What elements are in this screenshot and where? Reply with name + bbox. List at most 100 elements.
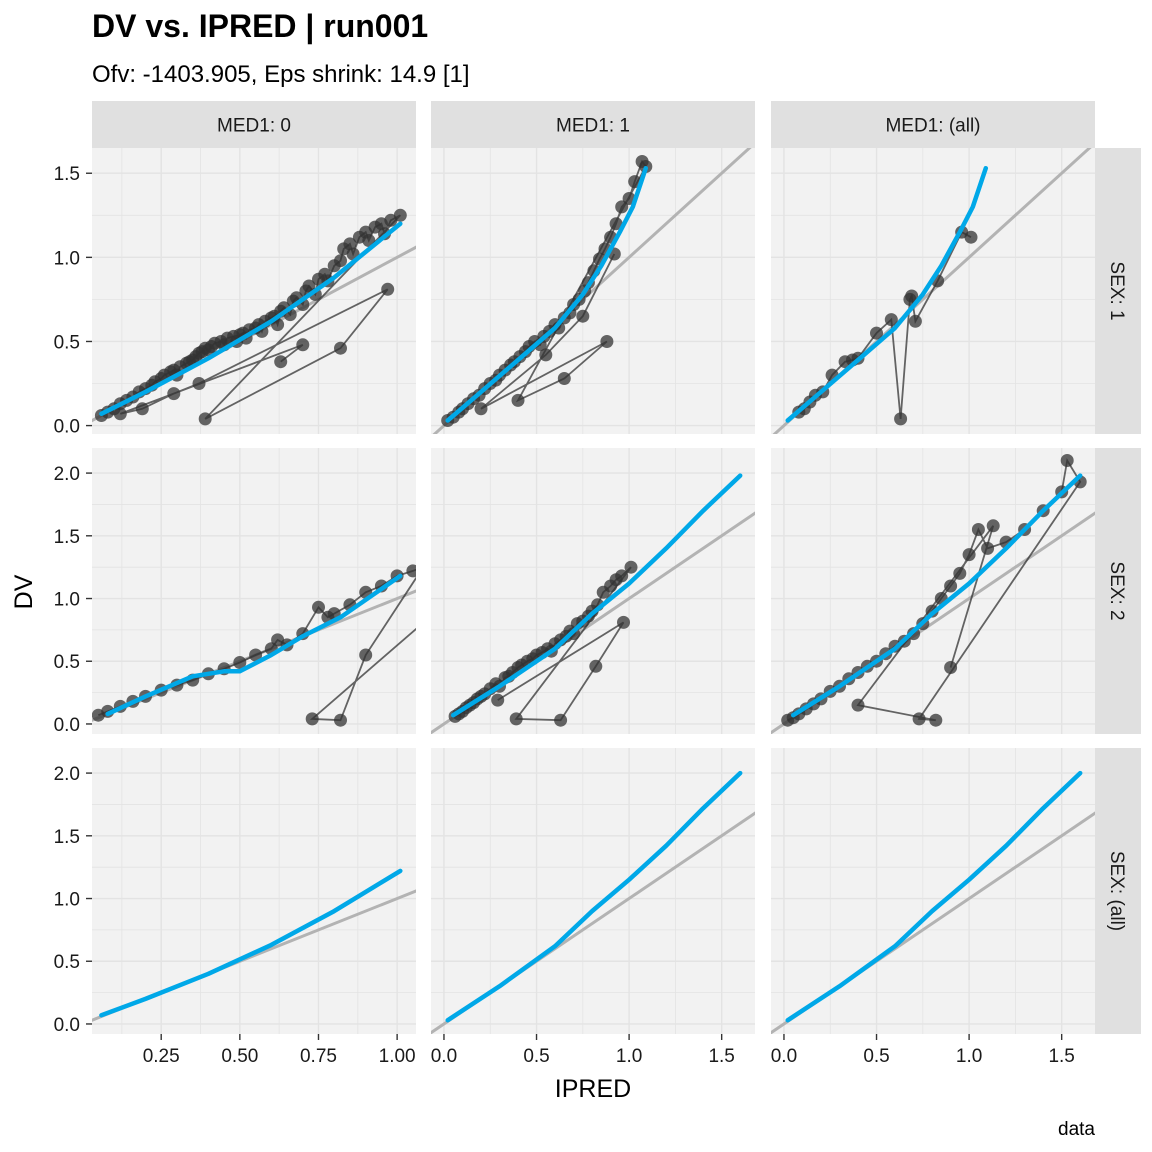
data-point [192, 377, 206, 390]
data-point [962, 548, 976, 562]
y-tick-label: 1.5 [54, 527, 80, 548]
data-point [944, 579, 958, 593]
panel-background [431, 748, 755, 1034]
column-strip-label: MED1: 0 [217, 116, 291, 137]
data-point [233, 656, 247, 669]
data-point [274, 355, 288, 369]
data-point [312, 600, 325, 614]
row-strip-label: SEX: 1 [1106, 261, 1127, 320]
y-tick-label: 1.0 [54, 590, 80, 611]
data-point [870, 326, 883, 340]
data-point [615, 569, 629, 583]
data-point [334, 341, 347, 355]
data-point [167, 387, 181, 401]
data-point [343, 237, 357, 251]
x-tick-label: 0.0 [771, 1046, 797, 1067]
data-point [905, 289, 919, 303]
y-tick-label: 0.5 [54, 652, 80, 673]
data-point [981, 541, 995, 555]
data-point [884, 313, 898, 327]
row-strip [1095, 448, 1141, 734]
smooth-line [99, 868, 403, 1018]
data-point [198, 412, 212, 426]
data-point [615, 200, 629, 214]
x-tick-label: 1.0 [956, 1046, 982, 1067]
facet-panel [92, 148, 416, 434]
y-tick-label: 0.5 [54, 952, 80, 973]
data-point [539, 348, 553, 362]
data-point [554, 713, 568, 727]
smooth-line [105, 573, 403, 717]
x-tick-label: 1.5 [708, 1046, 734, 1067]
y-tick-label: 0.0 [54, 715, 80, 736]
data-point [617, 615, 630, 629]
identity-line [431, 811, 755, 1034]
data-point [296, 338, 310, 352]
data-point [557, 372, 571, 385]
data-point [964, 230, 978, 244]
x-tick-label: 0.50 [221, 1046, 258, 1067]
y-tick-label: 1.0 [54, 248, 80, 269]
smooth-line [785, 770, 1083, 1023]
facet-panel [431, 748, 755, 1034]
y-tick-label: 2.0 [54, 764, 80, 785]
data-point [944, 661, 958, 674]
y-tick-label: 2.0 [54, 464, 80, 485]
smooth-line [445, 770, 743, 1023]
data-point [113, 407, 127, 421]
x-tick-label: 1.0 [616, 1046, 642, 1067]
smooth-line [790, 473, 1083, 718]
column-strip-label: MED1: (all) [885, 116, 980, 137]
x-axis-title: IPRED [555, 1075, 631, 1103]
data-point [334, 713, 347, 727]
chart-subtitle: Ofv: -1403.905, Eps shrink: 14.9 [1] [92, 61, 470, 88]
data-point [851, 698, 865, 712]
x-tick-label: 1.00 [379, 1046, 416, 1067]
data-point [624, 560, 638, 574]
data-point [305, 712, 319, 726]
identity-line [771, 511, 1095, 734]
y-tick-label: 1.0 [54, 890, 80, 911]
data-point [474, 402, 488, 416]
data-point [953, 566, 967, 580]
column-strip [431, 101, 755, 148]
smooth-line [450, 473, 743, 718]
data-point [894, 412, 908, 426]
row-strip-label: SEX: (all) [1106, 851, 1127, 931]
column-strip [92, 101, 416, 148]
panel-background [92, 748, 416, 1034]
y-tick-label: 0.0 [54, 417, 80, 438]
x-tick-label: 0.0 [431, 1046, 457, 1067]
facet-panel [771, 148, 1095, 434]
row-strip [1095, 748, 1141, 1034]
row-strip-label: SEX: 2 [1106, 561, 1127, 620]
data-point [600, 335, 614, 348]
data-point [359, 648, 373, 662]
x-tick-label: 0.25 [143, 1046, 180, 1067]
panel-background [771, 448, 1095, 734]
identity-line [431, 511, 755, 734]
data-point [1060, 454, 1074, 467]
data-point [334, 254, 347, 268]
data-point [393, 208, 407, 222]
column-strip [771, 101, 1095, 148]
facet-panel [771, 748, 1095, 1034]
facet-panel [771, 448, 1095, 734]
axes: 0.25 0.50 0.75 1.00 0.0 0.5 1.0 1.5 0.0 0.5 1.0 1.5… [54, 164, 1075, 1067]
data-point [912, 712, 926, 726]
y-tick-label: 1.5 [54, 164, 80, 185]
data-point [135, 402, 149, 416]
data-point [381, 282, 395, 296]
chart-title: DV vs. IPRED | run001 [92, 8, 428, 44]
x-tick-label: 0.75 [300, 1046, 337, 1067]
chart-caption: data [1058, 1119, 1095, 1140]
data-point [491, 693, 505, 707]
row-strip [1095, 148, 1141, 434]
x-tick-label: 0.5 [523, 1046, 549, 1067]
data-point [986, 519, 1000, 533]
column-strips: MED1: 0 MED1: 1 MED1: (all) [92, 101, 1095, 148]
data-point [908, 314, 922, 328]
data-point [929, 713, 943, 727]
data-point [589, 659, 603, 673]
